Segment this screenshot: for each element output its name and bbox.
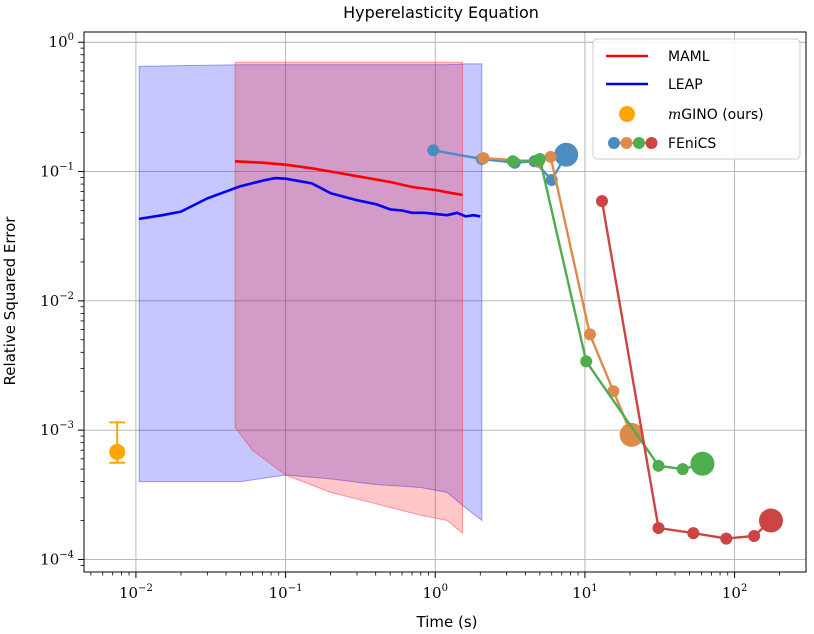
- fenics-point-4: [758, 508, 783, 533]
- fenics-point-3: [690, 451, 715, 476]
- legend-label: LEAP: [668, 77, 703, 93]
- fenics-point-4: [595, 195, 608, 208]
- fenics-point-1: [554, 142, 579, 167]
- y-tick-label: 10−2: [40, 291, 74, 310]
- legend-fenics-dot: [620, 137, 633, 149]
- x-axis-label: Time (s): [416, 613, 478, 631]
- fenics-series: [427, 142, 783, 545]
- legend-label: FEniCS: [668, 136, 716, 152]
- x-tick-label: 10−1: [269, 583, 303, 602]
- axis-ticks: 10−2 10−1 100 101 102 10−4 10−3 10−2 10−1 100: [40, 32, 781, 602]
- fenics-point-1: [427, 144, 440, 157]
- plot-frame: [83, 31, 807, 573]
- fenics-point-3: [652, 459, 665, 472]
- legend-label: mGINO (ours): [668, 107, 764, 123]
- y-tick-label: 10−1: [40, 162, 74, 181]
- legend-box: [592, 38, 801, 160]
- y-axis-label: Relative Squared Error: [1, 216, 19, 386]
- fenics-point-3: [580, 355, 593, 368]
- x-tick-label: 100: [423, 583, 448, 602]
- legend-fenics-dot: [608, 137, 620, 149]
- fenics-point-3: [676, 463, 689, 476]
- fenics-point-2: [619, 422, 644, 447]
- legend-mgino-swatch: [619, 106, 635, 122]
- fenics-point-2: [477, 152, 490, 165]
- y-tick-label: 10−3: [40, 420, 74, 439]
- fenics-line-4: [600, 200, 772, 540]
- legend: MAML LEAP mGINO (ours) FEniCS: [592, 38, 801, 160]
- y-tick-label: 10−4: [40, 549, 74, 568]
- maml-line: [235, 160, 463, 197]
- mgino-marker: [109, 443, 126, 460]
- fenics-point-2: [607, 385, 620, 398]
- chart-title: Hyperelasticity Equation: [343, 3, 539, 22]
- fenics-point-3: [506, 155, 519, 168]
- fenics-point-2: [583, 328, 596, 341]
- fenics-point-4: [720, 532, 733, 545]
- fenics-point-4: [652, 522, 665, 535]
- y-tick-label: 100: [49, 32, 74, 51]
- fenics-point-3: [533, 153, 546, 166]
- legend-fenics-dot: [633, 137, 645, 149]
- fenics-line-3: [512, 157, 703, 471]
- fenics-point-2: [544, 150, 557, 163]
- x-tick-label: 102: [722, 583, 747, 602]
- x-tick-label: 10−2: [119, 583, 153, 602]
- mgino-point: [109, 421, 126, 464]
- leap-line: [138, 176, 481, 221]
- x-tick-label: 101: [572, 583, 597, 602]
- confidence-bands: [138, 61, 483, 535]
- legend-label: MAML: [668, 49, 710, 65]
- fenics-point-4: [748, 529, 761, 542]
- maml-range-band: [234, 61, 463, 535]
- leap-range-band: [138, 63, 483, 522]
- legend-fenics-dot: [645, 137, 658, 149]
- fenics-point-4: [687, 527, 700, 540]
- series-lines: [138, 160, 481, 221]
